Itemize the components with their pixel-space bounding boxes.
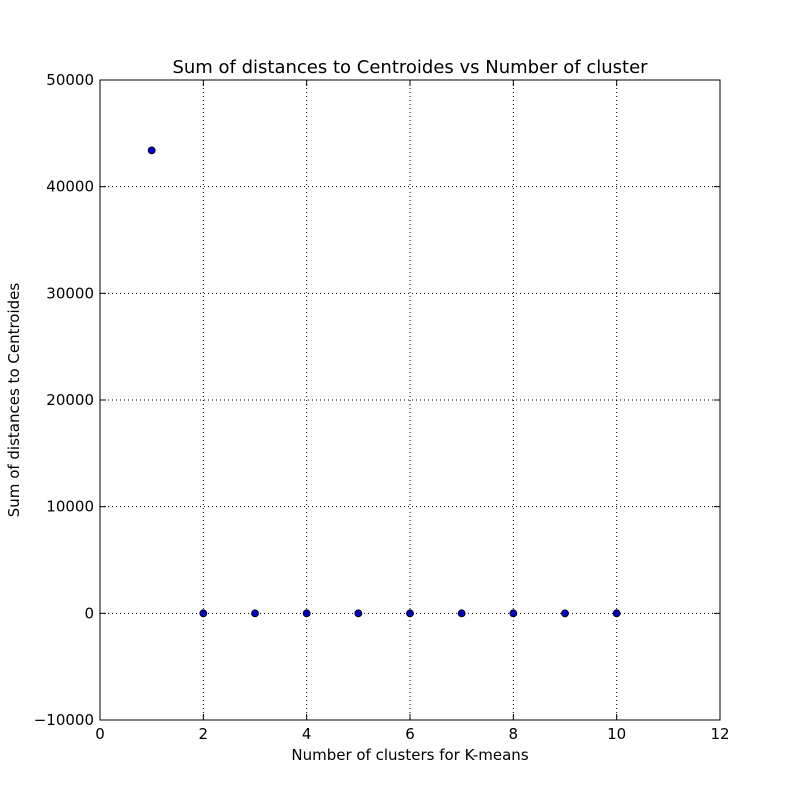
y-axis-label: Sum of distances to Centroides (5, 283, 23, 518)
data-point (457, 609, 466, 618)
data-point (612, 609, 621, 618)
chart-title: Sum of distances to Centroides vs Number… (172, 57, 648, 78)
y-tick-label: 10000 (46, 498, 94, 516)
tick-marks (99, 79, 721, 721)
x-tick-label: 0 (95, 725, 105, 743)
data-point (147, 146, 156, 155)
y-tick-label: 20000 (46, 391, 94, 409)
y-tick-label: 50000 (46, 71, 94, 89)
x-tick-label: 10 (607, 725, 626, 743)
x-tick-label: 6 (405, 725, 415, 743)
data-point (406, 609, 414, 618)
x-tick-label: 8 (509, 725, 519, 743)
data-point (561, 609, 569, 618)
data-point (199, 609, 208, 618)
x-tick-label: 12 (710, 725, 729, 743)
y-tick-label: 30000 (46, 284, 94, 302)
x-tick-labels: 0 2 4 6 8 10 12 (95, 725, 729, 743)
x-tick-label: 2 (199, 725, 209, 743)
data-point (302, 609, 311, 618)
x-tick-label: 4 (302, 725, 312, 743)
data-point (509, 609, 518, 618)
y-tick-label: 40000 (46, 178, 94, 196)
grid (100, 80, 720, 720)
data-points (147, 146, 621, 618)
x-axis-label: Number of clusters for K-means (291, 746, 528, 764)
data-point (354, 609, 363, 618)
y-tick-label: −10000 (34, 711, 94, 729)
y-tick-labels: −10000 0 10000 20000 30000 40000 50000 (34, 71, 94, 729)
data-point (251, 609, 259, 618)
y-tick-label: 0 (84, 604, 94, 622)
